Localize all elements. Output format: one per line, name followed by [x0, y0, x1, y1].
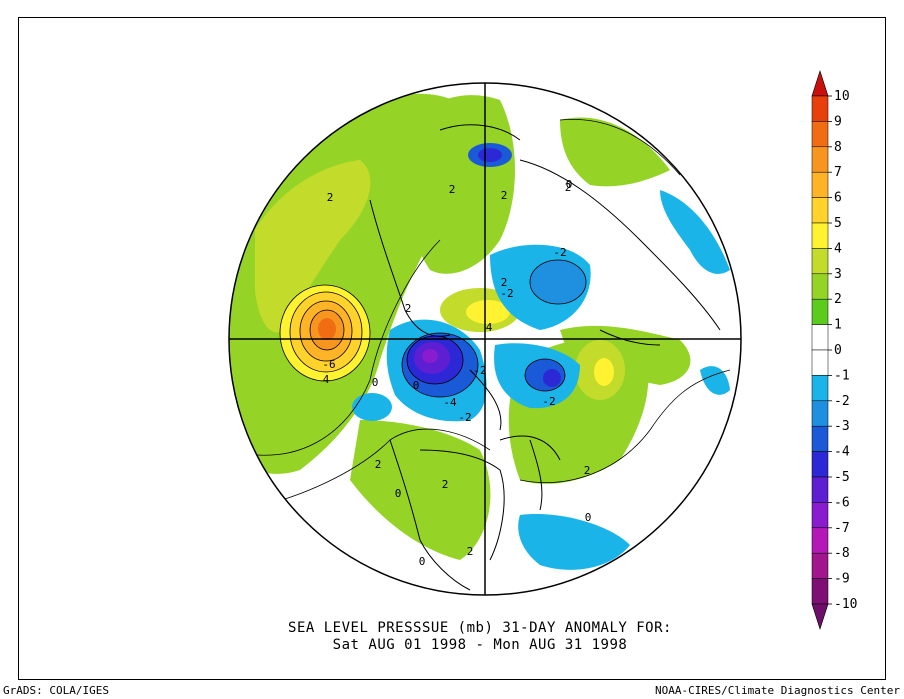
positive-anomaly-region-arctic: [406, 95, 515, 274]
colorbar-swatch: [811, 476, 829, 503]
contour-lines: [229, 118, 731, 511]
anomaly-4-europe: [594, 358, 614, 386]
coastlines: [369, 124, 721, 591]
contour-label: 2: [501, 276, 508, 289]
grads-credit: GrADS: COLA/IGES: [3, 684, 109, 697]
colorbar-swatch: [811, 349, 829, 376]
negative-anomaly-arctic-core: [478, 148, 502, 162]
colorbar-label: -9: [834, 572, 850, 587]
colorbar-swatch: [811, 197, 829, 224]
contour-label: 2: [565, 181, 572, 194]
colorbar-swatch: [811, 502, 829, 529]
colorbar-label: -3: [834, 419, 850, 434]
colorbar-label: 2: [834, 292, 842, 307]
contour-label: 4: [323, 373, 330, 386]
colorbar-label: -2: [834, 394, 850, 409]
contour-label: 0: [585, 511, 592, 524]
colorbar-swatch: [811, 375, 829, 402]
colorbar-label: 0: [834, 343, 842, 358]
contour-label: 4: [486, 321, 493, 334]
colorbar-swatch: [811, 121, 829, 148]
anomaly-8: [318, 318, 336, 340]
colorbar-top-arrow: [811, 70, 829, 97]
contour-label: 2: [405, 302, 412, 315]
contour-label: 2: [327, 191, 334, 204]
colorbar-swatch: [811, 298, 829, 325]
colorbar-swatch: [811, 171, 829, 198]
title-line-1: SEA LEVEL PRESSSUE (mb) 31-DAY ANOMALY F…: [288, 620, 672, 636]
colorbar-swatch: [811, 552, 829, 579]
contour-label: 0: [566, 178, 573, 191]
colorbar-label: -1: [834, 368, 850, 383]
negative-anomaly-asia-east: [660, 190, 730, 274]
contour-label: 0: [372, 376, 379, 389]
anomaly-3-pacific: [255, 160, 371, 333]
contour-labels: 2 2 2 2 2 -2 2 4 -2 -6 4 0 0 -2 -4 -2 -2…: [322, 178, 591, 568]
colorbar-swatch: [811, 146, 829, 173]
colorbar-label: 5: [834, 216, 842, 231]
map-disk: [229, 83, 741, 595]
contour-label: -2: [500, 287, 513, 300]
anomaly-minus7-canada: [422, 349, 438, 363]
contour-label: -6: [322, 358, 335, 371]
colorbar-label: -4: [834, 445, 850, 460]
colorbar-label: 7: [834, 165, 842, 180]
colorbar-label: 10: [834, 89, 850, 104]
contour-label: 0: [419, 555, 426, 568]
plot-frame: [18, 17, 886, 680]
contour-label: 2: [584, 464, 591, 477]
title-line-2: Sat AUG 01 1998 - Mon AUG 31 1998: [332, 637, 628, 653]
colorbar-swatch: [811, 451, 829, 478]
anomaly-minus3-siberia: [530, 260, 586, 304]
colorbar-label: -5: [834, 470, 850, 485]
noaa-credit: NOAA-CIRES/Climate Diagnostics Center: [654, 684, 900, 697]
contour-label: 2: [449, 183, 456, 196]
contour-label: 2: [467, 545, 474, 558]
positive-anomaly-region-europe: [560, 325, 691, 385]
colorbar-bottom-arrow: [811, 603, 829, 630]
colorbar-label: -8: [834, 546, 850, 561]
contour-label: -2: [473, 364, 486, 377]
anomaly-4-arctic: [466, 300, 510, 324]
colorbar-label: 8: [834, 140, 842, 155]
colorbar-label: 4: [834, 241, 842, 256]
contour-label: -2: [458, 411, 471, 424]
colorbar-label: -10: [834, 597, 857, 612]
colorbar-swatch: [811, 222, 829, 249]
colorbar-swatch: [811, 273, 829, 300]
colorbar-label: 6: [834, 191, 842, 206]
contour-label: 0: [395, 487, 402, 500]
colorbar-swatch: [811, 324, 829, 351]
negative-anomaly-atlantic-south: [518, 514, 630, 570]
colorbar-swatch: [811, 425, 829, 452]
contour-label: 2: [442, 478, 449, 491]
contour-label: -2: [553, 246, 566, 259]
colorbar-label: 1: [834, 318, 842, 333]
contour-label: -2: [542, 395, 555, 408]
colorbar-swatch: [811, 95, 829, 122]
negative-anomaly-india: [700, 366, 730, 395]
colorbar-swatch: [811, 248, 829, 275]
colorbar-swatch: [811, 527, 829, 554]
contour-label: 2: [375, 458, 382, 471]
colorbar-swatch: [811, 578, 829, 605]
colorbar-label: 9: [834, 114, 842, 129]
colorbar-label: 3: [834, 267, 842, 282]
positive-anomaly-region-north-america: [350, 420, 491, 560]
negative-anomaly-pacific-small: [352, 393, 392, 421]
colorbar-label: -6: [834, 495, 850, 510]
contour-label: 2: [501, 189, 508, 202]
contour-label: -4: [443, 396, 457, 409]
colorbar-swatch: [811, 400, 829, 427]
contour-label: 0: [413, 379, 420, 392]
positive-anomaly-region-eurasia: [560, 117, 670, 187]
colorbar-label: -7: [834, 521, 850, 536]
anomaly-minus5-north-atlantic: [543, 369, 561, 387]
